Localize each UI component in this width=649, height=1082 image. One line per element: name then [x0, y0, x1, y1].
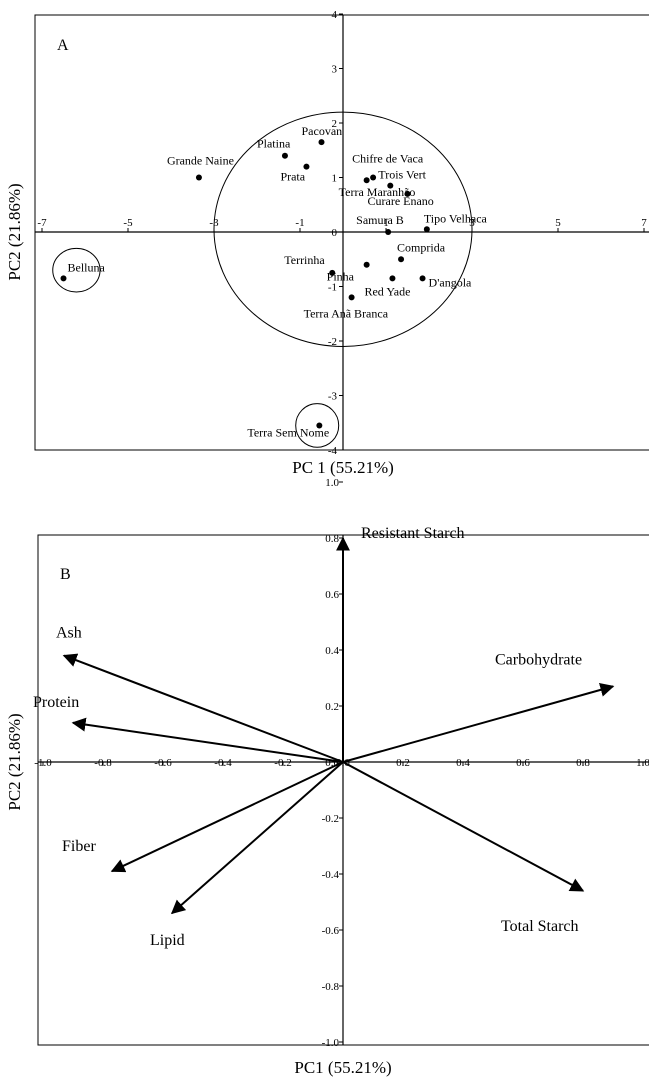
x-tick-label: 0.2	[396, 757, 410, 769]
point-label-belluna: Belluna	[68, 260, 106, 274]
point-pacovan	[318, 139, 325, 146]
point-label-red-yade: Red Yade	[364, 284, 410, 298]
y-tick-label: -3	[328, 391, 338, 403]
point-comprida	[398, 256, 405, 263]
point-curare-enano	[404, 190, 411, 197]
y-tick-label: -0.2	[322, 813, 339, 825]
y-tick-label: -4	[328, 445, 338, 457]
point-label-pacovan: Pacovan	[302, 124, 343, 138]
y-tick-label: 0.6	[325, 589, 339, 601]
point-label-d-angola: D'angola	[429, 275, 472, 289]
vector-label-total-starch: Total Starch	[501, 918, 579, 935]
panel-b-pca-loadings-plot: -1.0-0.8-0.6-0.4-0.20.00.20.40.60.81.0-1…	[5, 477, 649, 1077]
vector-label-lipid: Lipid	[150, 932, 185, 949]
point-label-terrinha: Terrinha	[284, 253, 325, 267]
y-tick-label: 0.2	[325, 701, 339, 713]
x-tick-label: -7	[37, 217, 47, 229]
plot-frame	[37, 534, 649, 1046]
panel-label-b: B	[60, 566, 71, 583]
vector-fiber	[110, 761, 344, 873]
point-label-platina: Platina	[257, 137, 291, 151]
x-tick-label: 0.8	[576, 757, 590, 769]
point-label-chifre-de-vaca: Chifre de Vaca	[352, 152, 424, 166]
point-label-terra-sem-nome: Terra Sem Nome	[247, 425, 329, 439]
y-tick-label: 0	[332, 227, 338, 239]
x-axis-title-a: PC 1 (55.21%)	[292, 458, 394, 477]
y-tick-label: -1.0	[322, 1037, 340, 1049]
panel-label-a: A	[57, 37, 69, 54]
vector-label-resistant-starch: Resistant Starch	[361, 525, 465, 542]
vector-label-fiber: Fiber	[62, 838, 96, 855]
cluster-ellipse	[52, 247, 101, 293]
point-chifre-de-vaca	[370, 174, 377, 181]
point-platina	[281, 152, 288, 159]
y-axis-title-b: PC2 (21.86%)	[5, 713, 24, 810]
point-grande-naine	[195, 174, 202, 181]
point-terra-sem-nome	[316, 422, 323, 429]
x-tick-label: -0.6	[154, 757, 172, 769]
x-tick-label: 1	[383, 217, 389, 229]
point-trois-vert	[387, 182, 394, 189]
point-terra-ana-branca	[348, 294, 355, 301]
x-tick-label: -1.0	[34, 757, 52, 769]
point-label-comprida: Comprida	[397, 240, 446, 254]
point-tipo-velhaca	[423, 226, 430, 233]
vector-protein	[71, 717, 344, 763]
cluster-ellipse	[295, 403, 340, 448]
x-tick-label: 7	[641, 217, 647, 229]
x-tick-label: 1.0	[636, 757, 649, 769]
point-label-tipo-velhaca: Tipo Velhaca	[424, 211, 488, 225]
x-tick-label: 5	[555, 217, 561, 229]
point-label-samura-b: Samura B	[356, 213, 404, 227]
point-label-grande-naine: Grande Naine	[167, 154, 234, 168]
y-tick-label: -2	[328, 336, 337, 348]
x-tick-label: -1	[295, 217, 304, 229]
vector-label-protein: Protein	[33, 694, 79, 711]
x-tick-label: -0.2	[274, 757, 291, 769]
point-samura-b	[385, 229, 392, 235]
y-tick-label: 0.8	[325, 533, 339, 545]
x-axis-title-b: PC1 (55.21%)	[294, 1058, 391, 1077]
y-tick-label: 4	[332, 9, 338, 21]
x-tick-label: -5	[123, 217, 133, 229]
vector-total-starch	[342, 761, 585, 892]
vector-carbohydrate	[342, 683, 615, 763]
vector-label-ash: Ash	[56, 625, 82, 642]
point-label-prata: Prata	[280, 170, 305, 184]
vector-ash	[62, 653, 344, 763]
y-tick-label: -0.4	[322, 869, 340, 881]
point-pinha	[363, 261, 370, 268]
y-tick-label: -0.6	[322, 925, 340, 937]
y-axis-title-a: PC2 (21.86%)	[5, 183, 24, 280]
point-red-yade	[389, 275, 396, 282]
cluster-ellipse	[213, 111, 473, 347]
y-tick-label: 1	[332, 173, 338, 185]
x-tick-label: -0.4	[214, 757, 232, 769]
point-label-trois-vert: Trois Vert	[378, 168, 426, 182]
point-label-terra-maranhao: Terra Maranhão	[339, 185, 416, 199]
x-tick-label: -0.8	[94, 757, 112, 769]
x-tick-label: 0.6	[516, 757, 530, 769]
point-prata	[303, 163, 310, 170]
point-label-curare-enano: Curare Enano	[368, 194, 434, 208]
y-tick-label: 1.0	[325, 477, 339, 489]
vector-label-carbohydrate: Carbohydrate	[495, 651, 582, 668]
y-tick-label: 3	[332, 64, 338, 76]
point-d-angola	[419, 275, 426, 282]
x-tick-label: 0.4	[456, 757, 470, 769]
point-belluna	[60, 275, 67, 282]
y-tick-label: 0.4	[325, 645, 339, 657]
vector-lipid	[170, 761, 344, 915]
point-terrinha	[329, 269, 336, 276]
point-label-terra-ana-branca: Terra Anã Branca	[304, 306, 389, 320]
y-tick-label: -1	[328, 282, 337, 294]
point-terra-maranhao	[363, 177, 370, 184]
y-tick-label: 2	[332, 118, 338, 130]
y-tick-label: -0.8	[322, 981, 340, 993]
